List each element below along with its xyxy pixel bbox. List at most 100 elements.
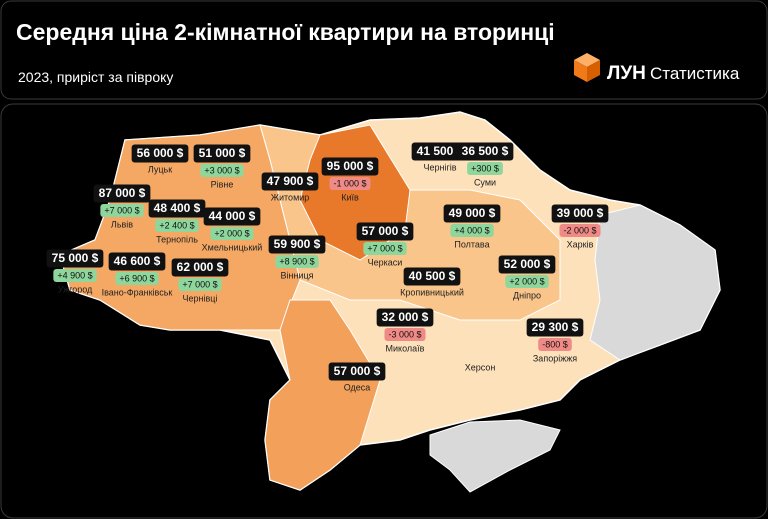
price-box [93, 184, 151, 203]
change-box [467, 162, 503, 175]
price: 46 600 $ [114, 254, 161, 268]
price-box [261, 172, 319, 191]
price-box [268, 235, 326, 254]
price-box [443, 204, 501, 223]
price: 56 000 $ [137, 146, 184, 160]
region-name: Київ [341, 192, 359, 202]
change-box [450, 224, 494, 237]
change-box [538, 338, 572, 351]
region-name: Харків [567, 239, 594, 249]
change-box [210, 227, 254, 240]
price: 57 000 $ [362, 224, 409, 238]
price-box [46, 249, 104, 268]
change: +2 400 $ [159, 220, 194, 230]
labels: 56 000 $ Луцьк 51 000 $ +3 000 $ Рівне 47 900… [46, 142, 609, 392]
price: 48 400 $ [154, 201, 201, 215]
price-box [456, 142, 514, 161]
region-name: Дніпро [513, 290, 541, 300]
region-name: Кропивницький [400, 287, 464, 297]
change: +3 000 $ [204, 165, 239, 175]
region-label: 49 000 $ +4 000 $ Полтава [443, 204, 501, 249]
price: 62 000 $ [177, 260, 224, 274]
region-label: 52 000 $ +2 000 $ Дніпро [498, 255, 556, 300]
region-label: 39 000 $ -2 000 $ Харків [551, 204, 609, 249]
region-label: 36 500 $ +300 $ Суми [456, 142, 514, 187]
price: 95 000 $ [327, 159, 374, 173]
region-label: 47 900 $ Житомир [261, 172, 319, 202]
price-box [551, 204, 609, 223]
region-label: 57 000 $ +7 000 $ Черкаси [356, 222, 414, 267]
change-box [505, 275, 549, 288]
change: +7 000 $ [367, 243, 402, 253]
region-name: Тернопіль [156, 234, 198, 244]
region-label: 62 000 $ +7 000 $ Чернівці [171, 258, 229, 303]
price-box [526, 318, 584, 337]
logo [574, 53, 600, 82]
region-label: 59 900 $ +8 900 $ Вінниця [268, 235, 326, 280]
change-box [329, 177, 371, 190]
change: +4 900 $ [57, 270, 92, 280]
region-label: 44 000 $ +2 000 $ Хмельницький [202, 207, 263, 252]
region-name: Полтава [454, 239, 489, 249]
region-label: 57 000 $ Одеса [328, 362, 386, 392]
price-box [498, 255, 556, 274]
change-box [100, 204, 144, 217]
price-box [321, 157, 379, 176]
region-name: Суми [474, 177, 496, 187]
region-name: Рівне [211, 179, 234, 189]
region-label: 75 000 $ +4 900 $ Ужгород [46, 249, 104, 294]
change-box [115, 272, 159, 285]
region-label: 95 000 $ -1 000 $ Київ [321, 157, 379, 202]
map-frame [0, 103, 768, 519]
region-label: 48 400 $ +2 400 $ Тернопіль [148, 199, 206, 244]
price: 87 000 $ [99, 186, 146, 200]
price: 57 000 $ [334, 364, 381, 378]
region-name: Луцьк [148, 164, 172, 174]
change-box [200, 164, 244, 177]
price-box [411, 142, 469, 161]
region-label: 87 000 $ +7 000 $ Львів [93, 184, 151, 229]
region-name: Хмельницький [202, 242, 263, 252]
region-label: 56 000 $ Луцьк [131, 144, 189, 174]
price-box [131, 144, 189, 163]
price: 40 500 $ [409, 269, 456, 283]
region-label: 29 300 $ -800 $ Запоріжжя [526, 318, 584, 363]
price: 32 000 $ [382, 310, 429, 324]
region-name: Чернігів [423, 162, 456, 172]
region-odesa [264, 299, 381, 491]
change: -3 000 $ [388, 329, 421, 339]
price: 36 500 $ [462, 144, 509, 158]
region-label: 40 500 $ Кропивницький [400, 267, 464, 297]
brand: ЛУН [607, 63, 646, 84]
change-box [155, 219, 199, 232]
price-box [108, 252, 166, 271]
region-label: 41 500 $ Чернігів [411, 142, 469, 172]
change-box [559, 224, 601, 237]
change: +7 000 $ [182, 279, 217, 289]
price: 59 900 $ [274, 237, 321, 251]
price-box [328, 362, 386, 381]
price-box [148, 199, 206, 218]
region-name: Житомир [271, 192, 310, 202]
region-label: 32 000 $ -3 000 $ Миколаїв [376, 308, 434, 353]
price-box [356, 222, 414, 241]
region-name: Вінниця [281, 270, 314, 280]
price: 49 000 $ [449, 206, 496, 220]
header-frame [0, 0, 768, 100]
region-name: Івано-Франківськ [102, 287, 173, 297]
price-box [403, 267, 461, 286]
region-label: Херсон [465, 362, 496, 372]
region-name: Херсон [465, 362, 496, 372]
region-name: Черкаси [368, 257, 403, 267]
subtitle: 2023, приріст за півроку [18, 69, 173, 85]
change: +8 900 $ [279, 256, 314, 266]
price-box [171, 258, 229, 277]
change-box [363, 242, 407, 255]
change: +7 000 $ [104, 205, 139, 215]
change: -800 $ [542, 339, 568, 349]
change: +4 000 $ [454, 225, 489, 235]
brand-section: Статистика [650, 64, 740, 83]
change: +6 900 $ [119, 273, 154, 283]
price: 29 300 $ [532, 320, 579, 334]
